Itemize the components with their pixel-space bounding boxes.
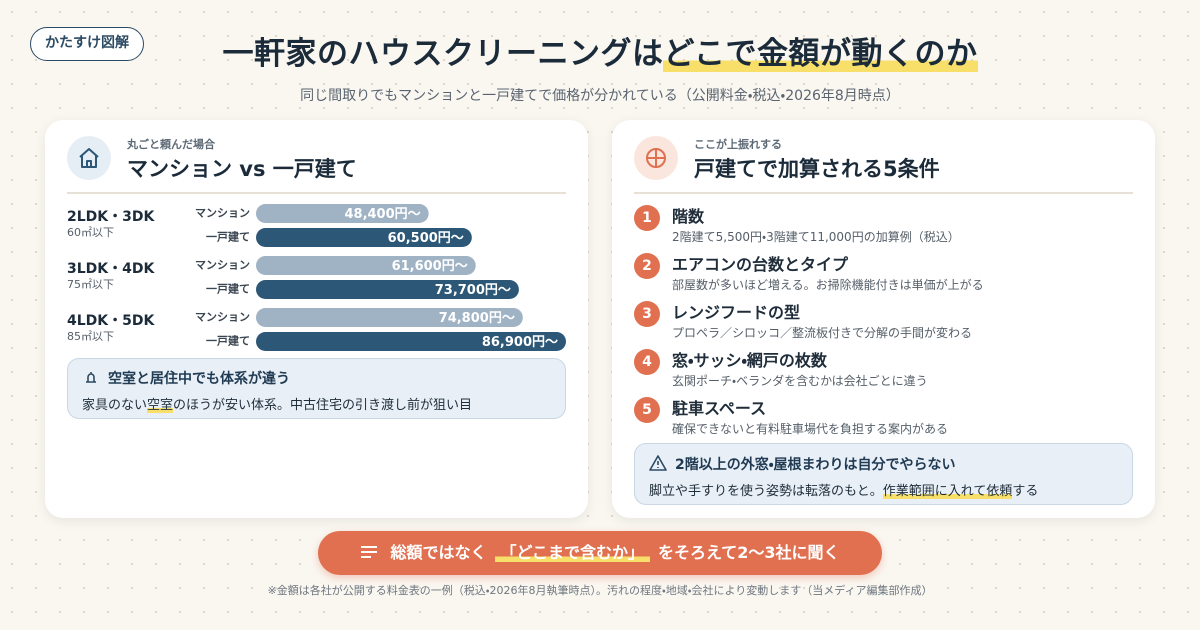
chart-kicker: 丸ごと頼んだ場合 [127, 138, 215, 151]
item-number: 4 [634, 349, 660, 375]
house-icon [67, 136, 111, 180]
panel-kicker: ここが上振れする [694, 138, 782, 151]
bar [256, 332, 566, 351]
item-text: 2階建て5,500円・3階建て11,000円の加算例（税込） [672, 230, 960, 244]
menu-icon [361, 546, 378, 558]
note-text: 家具のない空室のほうが安い体系。中古住宅の引き渡し前が狙い目 [82, 394, 472, 413]
item-number: 2 [634, 253, 660, 279]
cta-text: 総額ではなく [390, 543, 487, 562]
warning-title: 2階以上の外窓・屋根まわりは自分でやらない [675, 457, 956, 473]
warning-text-part: する [1012, 484, 1039, 499]
right-card: ここが上振れする 戸建てで加算される5条件 1 階数 2階建て5,500円・3階建て… [612, 120, 1155, 518]
item-title: 駐車スペース [672, 399, 767, 418]
bar [256, 228, 472, 247]
bell-icon [86, 372, 96, 383]
title-text: 一軒家のハウスクリーニングは [222, 36, 664, 72]
value-label: 61,600円〜 [392, 259, 468, 274]
item-title: 窓・サッシ・網戸の枚数 [672, 351, 827, 370]
value-label: 48,400円〜 [344, 207, 420, 222]
warning-highlight: 作業範囲に入れて依頼 [882, 484, 1013, 499]
note-box: 空室と居住中でも体系が違う 家具のない空室のほうが安い体系。中古住宅の引き渡し前… [67, 358, 566, 419]
divider [634, 192, 1133, 194]
footnote: ※金額は各社が公開する料金表の一例（税込・2026年8月執筆時点）。汚れの程度・… [267, 584, 933, 597]
panel-title: 戸建てで加算される5条件 [694, 157, 940, 181]
cta-button[interactable]: 総額ではなく 「どこまで含むか」 をそろえて2〜3社に聞く [318, 531, 882, 575]
cta-highlight: 「どこまで含むか」 [494, 543, 651, 562]
category-note: 60㎡以下 [67, 226, 114, 239]
note-title: 空室と居住中でも体系が違う [108, 371, 290, 387]
series-label: マンション [195, 259, 250, 272]
title-highlight: どこで金額が動くのか [663, 36, 978, 72]
page-title: 一軒家のハウスクリーニングはどこで金額が動くのか [0, 28, 1200, 73]
note-text-part: 家具のない [82, 398, 148, 413]
bar [256, 280, 519, 299]
item-text: 玄関ポーチ・ベランダを含むかは会社ごとに違う [672, 374, 928, 388]
item-text: 部屋数が多いほど増える。お掃除機能付きは単価が上がる [672, 278, 984, 292]
divider [67, 192, 566, 194]
item-title: エアコンの台数とタイプ [672, 255, 849, 274]
value-label: 86,900円〜 [482, 335, 558, 350]
item-text: プロペラ／シロッコ／整流板付きで分解の手間が変わる [672, 326, 973, 340]
item-number: 3 [634, 301, 660, 327]
bar [256, 204, 429, 223]
plus-glyph [646, 148, 666, 168]
warning-text-part: 脚立や手すりを使う姿勢は転落のもと。 [649, 484, 883, 499]
warning-box: 2階以上の外窓・屋根まわりは自分でやらない 脚立や手すりを使う姿勢は転落のもと。… [634, 443, 1133, 505]
item-number: 5 [634, 397, 660, 423]
series-label: 一戸建て [206, 334, 250, 348]
value-label: 74,800円〜 [439, 311, 515, 326]
note-text-part: のほうが安い体系。中古住宅の引き渡し前が狙い目 [173, 398, 473, 413]
series-label: 一戸建て [206, 282, 250, 296]
house-glyph [79, 148, 99, 168]
category-label: 2LDK・3DK [67, 209, 155, 225]
category-note: 75㎡以下 [67, 278, 114, 291]
category-label: 4LDK・5DK [67, 313, 155, 329]
category-note: 85㎡以下 [67, 330, 114, 343]
series-label: マンション [195, 207, 250, 220]
item-title: 階数 [672, 207, 705, 226]
cta-text: をそろえて2〜3社に聞く [658, 543, 840, 562]
item-number: 1 [634, 205, 660, 231]
badge: かたすけ図解 [30, 27, 144, 61]
item-text: 確保できないと有料駐車場代を負担する案内がある [672, 422, 949, 436]
series-label: マンション [195, 311, 250, 324]
warning-icon [649, 455, 667, 471]
bar [256, 256, 476, 275]
series-label: 一戸建て [206, 230, 250, 244]
page-subtitle: 同じ間取りでもマンションと一戸建てで価格が分かれている（公開料金・税込・2026… [300, 88, 900, 104]
bar [256, 308, 523, 327]
plus-icon [634, 136, 678, 180]
value-label: 60,500円〜 [388, 231, 464, 246]
category-label: 3LDK・4DK [67, 261, 155, 277]
note-highlight: 空室 [147, 398, 174, 413]
item-title: レンジフードの型 [672, 303, 801, 322]
value-label: 73,700円〜 [435, 283, 511, 298]
chart-title: マンション vs 一戸建て [127, 157, 357, 181]
warning-text: 脚立や手すりを使う姿勢は転落のもと。作業範囲に入れて依頼する [649, 480, 1038, 499]
